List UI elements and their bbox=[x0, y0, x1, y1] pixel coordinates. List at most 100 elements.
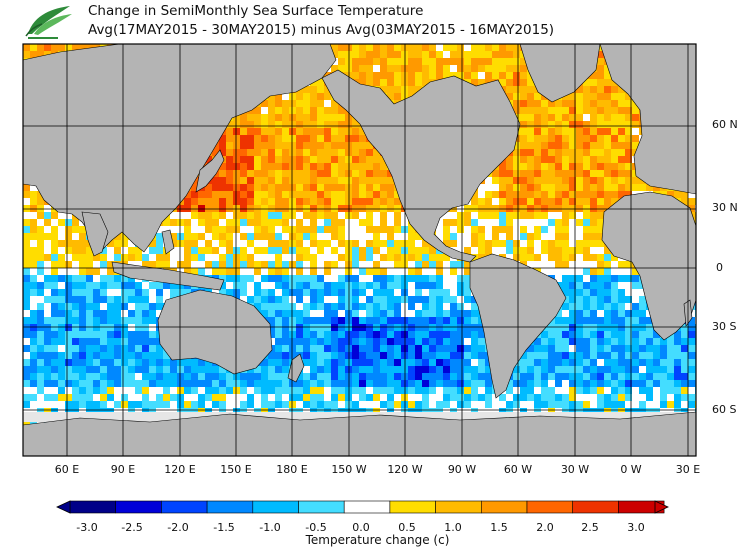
anomaly-cell bbox=[219, 142, 226, 149]
anomaly-cell bbox=[226, 163, 233, 170]
anomaly-cell bbox=[303, 184, 310, 191]
anomaly-cell bbox=[198, 380, 205, 387]
anomaly-cell bbox=[366, 310, 373, 317]
anomaly-cell bbox=[471, 380, 478, 387]
anomaly-cell bbox=[212, 380, 219, 387]
anomaly-cell bbox=[380, 359, 387, 366]
anomaly-cell bbox=[422, 65, 429, 72]
anomaly-cell bbox=[681, 387, 688, 394]
anomaly-cell bbox=[23, 359, 30, 366]
anomaly-cell bbox=[436, 289, 443, 296]
anomaly-cell bbox=[58, 380, 65, 387]
anomaly-cell bbox=[331, 163, 338, 170]
anomaly-cell bbox=[604, 394, 611, 401]
anomaly-cell bbox=[233, 135, 240, 142]
anomaly-cell bbox=[331, 345, 338, 352]
anomaly-cell bbox=[317, 149, 324, 156]
anomaly-cell bbox=[555, 401, 562, 408]
anomaly-cell bbox=[163, 254, 170, 261]
anomaly-cell bbox=[282, 352, 289, 359]
anomaly-cell bbox=[324, 149, 331, 156]
anomaly-cell bbox=[541, 401, 548, 408]
anomaly-cell bbox=[72, 254, 79, 261]
anomaly-cell bbox=[268, 289, 275, 296]
anomaly-cell bbox=[170, 359, 177, 366]
anomaly-cell bbox=[513, 205, 520, 212]
anomaly-cell bbox=[520, 170, 527, 177]
anomaly-cell bbox=[191, 247, 198, 254]
anomaly-cell bbox=[548, 401, 555, 408]
anomaly-cell bbox=[86, 338, 93, 345]
anomaly-cell bbox=[464, 359, 471, 366]
anomaly-cell bbox=[114, 254, 121, 261]
anomaly-cell bbox=[86, 366, 93, 373]
anomaly-cell bbox=[555, 352, 562, 359]
anomaly-cell bbox=[576, 401, 583, 408]
anomaly-cell bbox=[296, 156, 303, 163]
anomaly-cell bbox=[436, 65, 443, 72]
anomaly-cell bbox=[373, 170, 380, 177]
anomaly-cell bbox=[254, 226, 261, 233]
anomaly-cell bbox=[366, 156, 373, 163]
anomaly-cell bbox=[345, 359, 352, 366]
anomaly-cell bbox=[352, 198, 359, 205]
anomaly-cell bbox=[506, 79, 513, 86]
anomaly-cell bbox=[296, 184, 303, 191]
anomaly-cell bbox=[37, 226, 44, 233]
anomaly-cell bbox=[44, 324, 51, 331]
anomaly-cell bbox=[331, 352, 338, 359]
anomaly-cell bbox=[121, 282, 128, 289]
anomaly-cell bbox=[464, 289, 471, 296]
anomaly-cell bbox=[352, 135, 359, 142]
anomaly-cell bbox=[408, 401, 415, 408]
anomaly-cell bbox=[485, 387, 492, 394]
anomaly-cell bbox=[366, 282, 373, 289]
anomaly-cell bbox=[562, 205, 569, 212]
lat-label: 60 N bbox=[712, 118, 738, 131]
anomaly-cell bbox=[338, 142, 345, 149]
anomaly-cell bbox=[261, 212, 268, 219]
anomaly-cell bbox=[464, 317, 471, 324]
antarctica bbox=[23, 411, 696, 456]
anomaly-cell bbox=[100, 254, 107, 261]
graticule bbox=[23, 44, 696, 456]
anomaly-cell bbox=[415, 58, 422, 65]
anomaly-cell bbox=[135, 317, 142, 324]
anomaly-cell bbox=[562, 163, 569, 170]
anomaly-cell bbox=[303, 177, 310, 184]
anomaly-cell bbox=[268, 149, 275, 156]
anomaly-cell bbox=[37, 254, 44, 261]
anomaly-cell bbox=[555, 163, 562, 170]
anomaly-cell bbox=[23, 401, 30, 408]
anomaly-cell bbox=[233, 163, 240, 170]
anomaly-cell bbox=[30, 317, 37, 324]
anomaly-cell bbox=[506, 156, 513, 163]
anomaly-cell bbox=[240, 177, 247, 184]
anomaly-cell bbox=[478, 226, 485, 233]
anomaly-cell bbox=[541, 387, 548, 394]
anomaly-cell bbox=[142, 303, 149, 310]
anomaly-cell bbox=[303, 331, 310, 338]
anomaly-cell bbox=[527, 163, 534, 170]
anomaly-cell bbox=[289, 128, 296, 135]
anomaly-cell bbox=[464, 205, 471, 212]
anomaly-cell bbox=[380, 282, 387, 289]
anomaly-cell bbox=[254, 366, 261, 373]
anomaly-cell bbox=[58, 296, 65, 303]
anomaly-cell bbox=[478, 345, 485, 352]
anomaly-cell bbox=[177, 366, 184, 373]
anomaly-cell bbox=[576, 219, 583, 226]
anomaly-cell bbox=[548, 359, 555, 366]
anomaly-cell bbox=[247, 198, 254, 205]
anomaly-cell bbox=[401, 373, 408, 380]
anomaly-cell bbox=[359, 149, 366, 156]
anomaly-cell bbox=[275, 338, 282, 345]
anomaly-cell bbox=[653, 184, 660, 191]
anomaly-cell bbox=[275, 352, 282, 359]
anomaly-cell bbox=[429, 310, 436, 317]
anomaly-cell bbox=[37, 212, 44, 219]
anomaly-cell bbox=[436, 282, 443, 289]
anomaly-cell bbox=[534, 191, 541, 198]
anomaly-cell bbox=[611, 387, 618, 394]
anomaly-cell bbox=[72, 373, 79, 380]
